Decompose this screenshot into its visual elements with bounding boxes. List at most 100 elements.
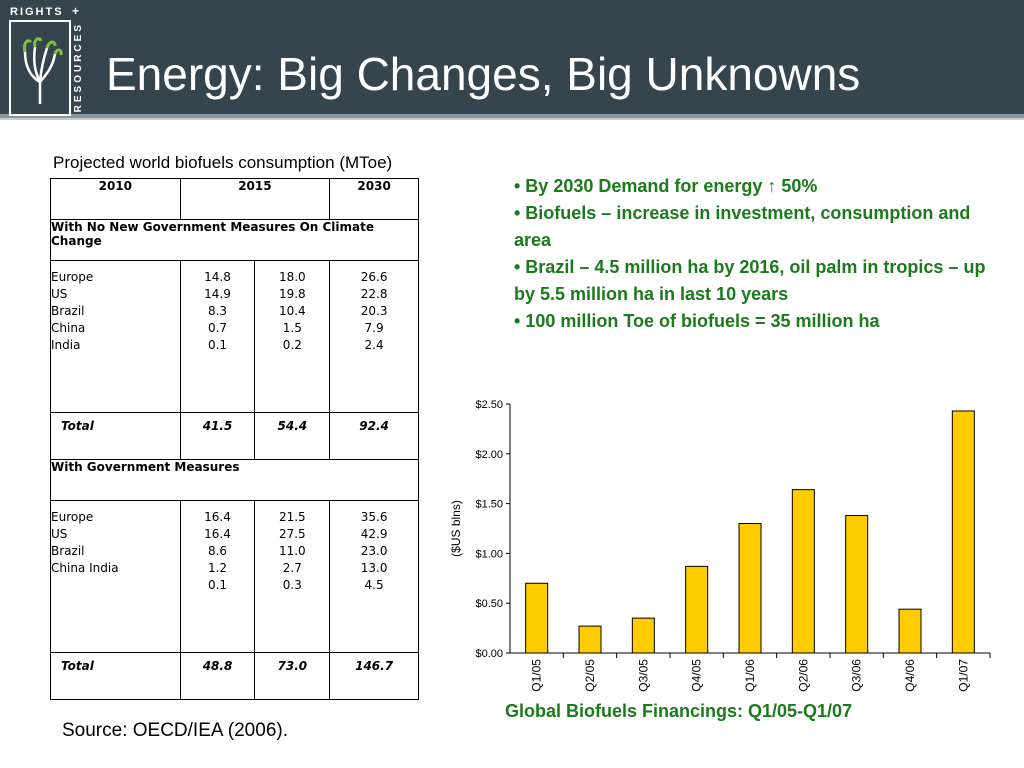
region-label: China <box>51 321 86 335</box>
table-value: 1.2 <box>207 561 228 575</box>
table-value: 27.5 <box>278 527 306 541</box>
section2-col-2030: 35.6 42.9 23.0 13.0 4.5 <box>329 500 419 653</box>
y-tick-label: $2.00 <box>475 449 503 461</box>
total-value: 41.5 <box>179 412 256 460</box>
table-value: 22.8 <box>360 287 388 301</box>
bullet-item: • By 2030 Demand for energy ↑ 50% <box>514 176 818 196</box>
section1-regions: Europe US Brazil China India <box>50 260 181 413</box>
region-label: Europe <box>51 510 94 524</box>
logo-side-label: RESOURCES <box>72 22 84 113</box>
bar <box>845 515 869 654</box>
section2-col-2010: 16.4 16.4 8.6 1.2 0.1 <box>179 500 256 653</box>
total-label: Total <box>50 412 181 460</box>
table-value: 20.3 <box>360 304 388 318</box>
section2-title-row: With Government Measures <box>50 459 419 501</box>
region-label: US <box>51 527 68 541</box>
table-value: 8.6 <box>207 544 228 558</box>
x-tick-label: Q2/06 <box>796 659 810 692</box>
table-value: 0.3 <box>282 578 302 592</box>
total-value: 146.7 <box>329 652 419 700</box>
region-label: Brazil <box>51 544 85 558</box>
bar <box>951 410 975 654</box>
header-divider <box>0 114 1024 118</box>
x-tick-label: Q4/06 <box>903 659 917 692</box>
section2-data-row: Europe US Brazil China India 16.4 16.4 8… <box>50 500 419 653</box>
table-value: 10.4 <box>278 304 306 318</box>
table-value: 2.7 <box>282 561 302 575</box>
table-value: 14.9 <box>204 287 231 301</box>
table-value: 0.2 <box>282 338 302 352</box>
bar <box>525 582 549 654</box>
table-value: 35.6 <box>360 510 388 524</box>
bar <box>791 489 815 654</box>
bar <box>898 608 922 654</box>
section1-data-row: Europe US Brazil China India 14.8 14.9 8… <box>50 260 419 413</box>
table-value: 23.0 <box>360 544 388 558</box>
table-value: 18.0 <box>278 270 306 284</box>
bullet-item: • 100 million Toe of biofuels = 35 milli… <box>514 311 880 331</box>
region-label: US <box>51 287 68 301</box>
section1-total-row: Total 41.5 54.4 92.4 <box>50 412 419 460</box>
table-value: 16.4 <box>204 510 231 524</box>
table-value: 13.0 <box>360 561 388 575</box>
total-value: 54.4 <box>254 412 331 460</box>
x-tick-label: Q2/05 <box>583 659 597 692</box>
table-value: 8.3 <box>207 304 228 318</box>
section2-regions: Europe US Brazil China India <box>50 500 181 653</box>
slide-header: RIGHTS + RESOURCES Energy: Big Changes, … <box>0 0 1024 120</box>
x-tick-label: Q3/06 <box>850 659 864 692</box>
section1-title: With No New Government Measures On Clima… <box>50 219 419 261</box>
y-tick-label: $0.00 <box>475 648 503 660</box>
source-note: Source: OECD/IEA (2006). <box>62 720 288 741</box>
year-header-2015: 2015 <box>179 178 331 220</box>
table-value: 0.7 <box>207 321 228 335</box>
region-label: Europe <box>51 270 94 284</box>
chart-title: Global Biofuels Financings: Q1/05-Q1/07 <box>505 701 853 721</box>
y-tick-label: $2.50 <box>475 399 503 411</box>
section1-title-text: With No New Government Measures On Clima… <box>51 220 375 248</box>
year-header-2030: 2030 <box>329 178 419 220</box>
region-label: Brazil <box>51 304 85 318</box>
y-tick-label: $0.50 <box>475 598 503 610</box>
table-header-row: 2010 2015 2030 <box>50 178 419 220</box>
total-value: 92.4 <box>329 412 419 460</box>
x-tick-label: Q3/05 <box>636 659 650 692</box>
table-value: 16.4 <box>204 527 231 541</box>
section2-title: With Government Measures <box>50 459 419 501</box>
slide-title: Energy: Big Changes, Big Unknowns <box>106 48 861 100</box>
logo-hand-icon <box>9 20 71 116</box>
section1-title-row: With No New Government Measures On Clima… <box>50 219 419 261</box>
total-value: 73.0 <box>254 652 331 700</box>
bullet-list: • By 2030 Demand for energy ↑ 50% • Biof… <box>514 173 1004 335</box>
table-value: 21.5 <box>278 510 306 524</box>
x-tick-label: Q1/05 <box>530 659 544 692</box>
year-header-2010: 2010 <box>50 178 181 220</box>
total-value: 48.8 <box>179 652 256 700</box>
bar <box>685 565 709 654</box>
x-tick-label: Q1/06 <box>743 659 757 692</box>
table-value: 11.0 <box>278 544 306 558</box>
table-value: 26.6 <box>360 270 388 284</box>
table-value: 0.1 <box>207 578 228 592</box>
bullet-item: • Brazil – 4.5 million ha by 2016, oil p… <box>514 257 986 304</box>
section1-col-2015: 18.0 19.8 10.4 1.5 0.2 <box>254 260 331 413</box>
y-tick-label: $1.00 <box>475 548 503 560</box>
region-label: India <box>51 338 81 352</box>
table-value: 0.1 <box>207 338 228 352</box>
table-caption: Projected world biofuels consumption (MT… <box>53 153 393 172</box>
table-value: 42.9 <box>360 527 388 541</box>
bar <box>631 617 655 654</box>
x-tick-label: Q1/07 <box>956 659 970 692</box>
table-value: 7.9 <box>364 321 384 335</box>
table-value: 4.5 <box>364 578 384 592</box>
section2-col-2015: 21.5 27.5 11.0 2.7 0.3 <box>254 500 331 653</box>
logo-plus: + <box>72 4 80 18</box>
region-label: China India <box>51 561 119 575</box>
section1-col-2030: 26.6 22.8 20.3 7.9 2.4 <box>329 260 419 413</box>
section2-total-row: Total 48.8 73.0 146.7 <box>50 652 419 700</box>
logo-top-text: RIGHTS <box>10 6 64 18</box>
x-tick-label: Q4/05 <box>690 659 704 692</box>
logo-side-text: RESOURCES <box>72 22 84 115</box>
header-band <box>0 118 1024 120</box>
y-tick-label: $1.50 <box>475 499 503 511</box>
